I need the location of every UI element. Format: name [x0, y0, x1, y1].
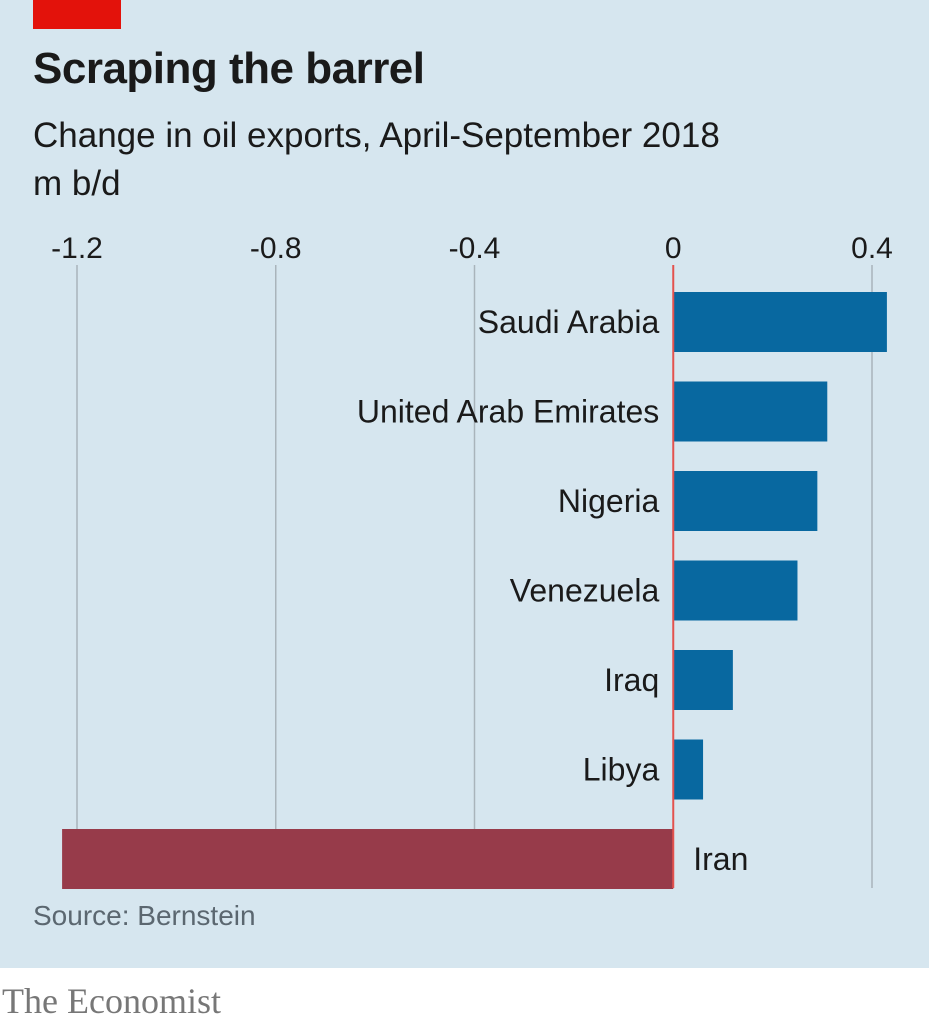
bar [673, 650, 733, 710]
category-label: Nigeria [558, 483, 660, 519]
bars [62, 292, 887, 889]
x-tick-label: -1.2 [51, 232, 103, 265]
bar [673, 739, 704, 800]
chart-title: Scraping the barrel [33, 44, 425, 93]
x-tick-label: 0.4 [851, 232, 893, 265]
bar [62, 829, 674, 889]
bar-chart: -1.2 -0.8 -0.4 0 0.4 Saudi Arabia United Arab… [51, 232, 893, 889]
category-label: Saudi Arabia [478, 304, 660, 340]
bar [673, 560, 798, 621]
category-label: United Arab Emirates [357, 394, 659, 430]
economist-logo: The Economist [2, 981, 221, 1021]
accent-tag [33, 0, 121, 29]
bar [673, 381, 828, 442]
gridlines [76, 265, 873, 888]
bar [673, 292, 887, 352]
x-axis-ticks: -1.2 -0.8 -0.4 0 0.4 [51, 232, 893, 265]
category-label: Iraq [604, 662, 659, 698]
x-tick-label: -0.4 [449, 232, 501, 265]
source-note: Source: Bernstein [33, 900, 256, 931]
category-label: Libya [583, 752, 660, 788]
bar [673, 471, 818, 531]
x-tick-label: -0.8 [250, 232, 302, 265]
subtitle-text: Change in oil exports, April-September 2… [33, 116, 720, 155]
category-label: Iran [693, 841, 748, 877]
x-tick-label: 0 [665, 232, 682, 265]
unit-label: m b/d [33, 164, 121, 203]
category-labels: Saudi Arabia United Arab Emirates Nigeria V… [357, 304, 749, 877]
chart-subtitle: Change in oil exports, April-September 2… [33, 112, 720, 208]
chart-panel: Scraping the barrel Change in oil export… [0, 0, 929, 968]
category-label: Venezuela [510, 573, 660, 609]
